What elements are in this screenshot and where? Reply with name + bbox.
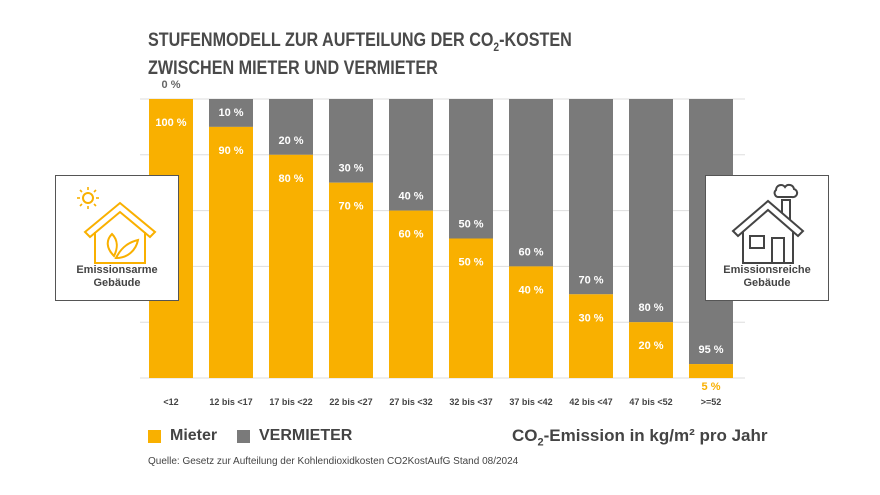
bar-mieter (629, 322, 673, 378)
low-emission-box: Emissionsarme Gebäude (55, 175, 179, 301)
bar-vermieter (389, 99, 433, 211)
x-tick-label: 27 bis <32 (389, 397, 432, 407)
data-label-vermieter: 40 % (398, 191, 423, 203)
x-tick-label: <12 (163, 397, 178, 407)
data-label-vermieter: 80 % (638, 302, 663, 314)
bar-vermieter (629, 99, 673, 323)
bar-vermieter (209, 99, 253, 127)
legend-mieter: Mieter (148, 427, 217, 445)
data-label-mieter: 80 % (278, 173, 303, 185)
data-label-vermieter: 70 % (578, 274, 603, 286)
legend-swatch-mieter (148, 429, 161, 443)
data-label-mieter: 70 % (338, 201, 363, 213)
bar-mieter (209, 126, 253, 379)
bar-vermieter (569, 99, 613, 295)
legend-vermieter: VERMIETER (237, 427, 352, 445)
data-label-mieter: 60 % (398, 229, 423, 241)
data-label-mieter: 30 % (578, 312, 603, 324)
data-label-vermieter: 0 % (162, 79, 181, 91)
bar-mieter (569, 294, 613, 378)
chart-title: STUFENMODELL ZUR AUFTEILUNG DER CO2-KOST… (148, 30, 572, 79)
bar-vermieter (269, 99, 313, 155)
data-label-mieter: 20 % (638, 340, 663, 352)
x-tick-label: 12 bis <17 (209, 397, 252, 407)
x-tick-label: 17 bis <22 (269, 397, 312, 407)
bar-mieter (689, 364, 733, 378)
bar-mieter (269, 154, 313, 378)
data-label-mieter: 5 % (702, 381, 721, 393)
house-leaf-sun-icon (77, 187, 157, 264)
x-tick-label: 22 bis <27 (329, 397, 372, 407)
high-emission-box: Emissionsreiche Gebäude (705, 175, 829, 301)
x-axis-unit: CO2-Emission in kg/m² pro Jahr (512, 426, 768, 449)
source-note: Quelle: Gesetz zur Aufteilung der Kohlen… (148, 456, 519, 467)
data-label-vermieter: 20 % (278, 135, 303, 147)
data-label-vermieter: 30 % (338, 163, 363, 175)
bar-mieter (509, 266, 553, 378)
data-label-vermieter: 10 % (218, 107, 243, 119)
bar-mieter (389, 210, 433, 378)
bar-vermieter (329, 99, 373, 183)
legend-swatch-vermieter (237, 429, 250, 443)
bar-vermieter (509, 99, 553, 267)
data-label-mieter: 90 % (218, 145, 243, 157)
bar-mieter (449, 238, 493, 378)
data-label-vermieter: 50 % (458, 219, 483, 231)
bar-mieter (329, 182, 373, 378)
x-tick-label: 37 bis <42 (509, 397, 552, 407)
x-tick-label: 32 bis <37 (449, 397, 492, 407)
data-label-mieter: 50 % (458, 257, 483, 269)
data-label-vermieter: 95 % (698, 344, 723, 356)
data-label-mieter: 100 % (155, 117, 186, 129)
data-label-vermieter: 60 % (518, 246, 543, 258)
house-smoke-icon (731, 183, 805, 264)
x-tick-label: >=52 (701, 397, 722, 407)
x-tick-label: 47 bis <52 (629, 397, 672, 407)
data-label-mieter: 40 % (518, 284, 543, 296)
x-tick-label: 42 bis <47 (569, 397, 612, 407)
bar-vermieter (449, 99, 493, 239)
